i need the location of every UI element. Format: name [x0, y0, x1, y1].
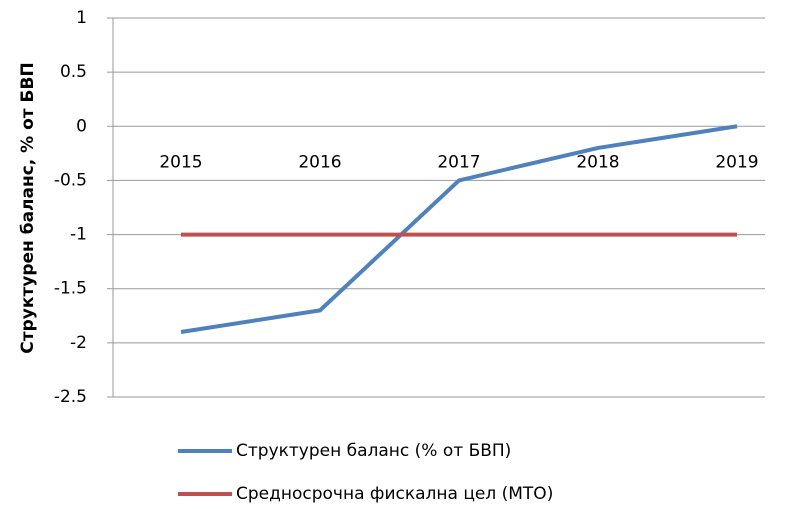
y-tick-label: -2.5	[54, 387, 87, 407]
y-tick-label: -1	[70, 225, 87, 245]
x-tick-label: 2017	[437, 152, 480, 172]
y-tick-label: 0	[76, 116, 87, 136]
y-tick-label: 1	[76, 8, 87, 28]
series-line	[180, 124, 738, 335]
x-tick-label: 2018	[576, 152, 619, 172]
y-tick-label: -1.5	[54, 279, 87, 299]
legend-label: Структурен баланс (% от БВП)	[236, 441, 511, 461]
y-axis-label: Структурен баланс, % от БВП	[18, 62, 38, 353]
y-tick-label: 0.5	[60, 62, 87, 82]
y-tick-label: -2	[70, 333, 87, 353]
x-tick-label: 2015	[159, 152, 202, 172]
x-tick-label: 2019	[715, 152, 758, 172]
y-tick-label: -0.5	[54, 170, 87, 190]
x-tick-label: 2016	[298, 152, 341, 172]
legend-label: Средносрочна фискална цел (MTO)	[236, 484, 553, 504]
